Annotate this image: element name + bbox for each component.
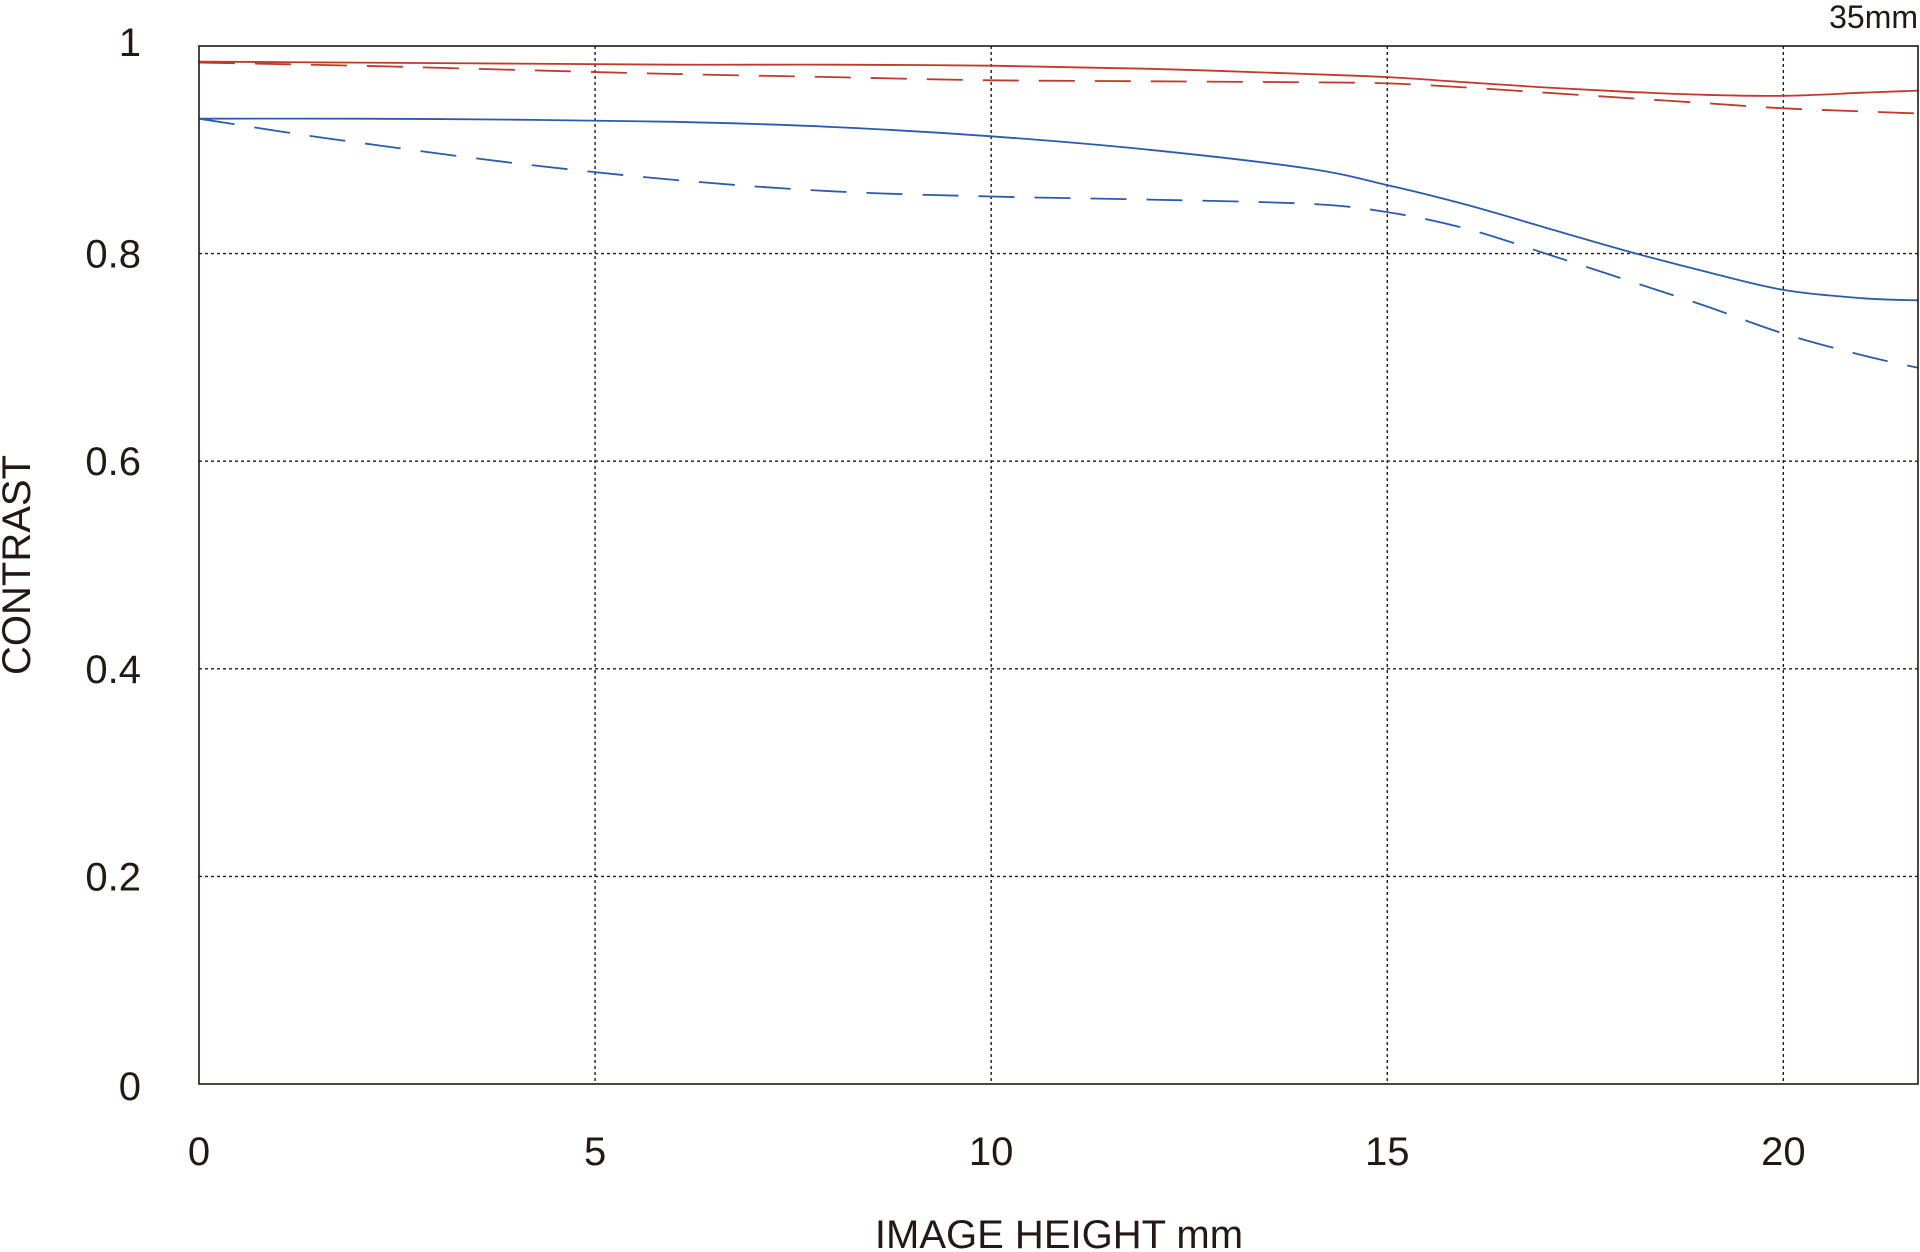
focal-length-label: 35mm [1829, 0, 1918, 35]
grid-lines [199, 46, 1918, 1084]
plot-frame [198, 45, 1919, 1085]
series-line-1 [198, 60, 1919, 97]
x-tick-label: 0 [188, 1130, 210, 1174]
y-tick-label: 0.8 [85, 233, 141, 277]
y-tick-label: 0.2 [85, 855, 141, 899]
series-line-3 [198, 117, 1919, 302]
data-series [198, 60, 1919, 369]
x-axis-ticks: 0 5 10 15 20 [188, 1130, 1806, 1174]
x-tick-label: 10 [969, 1130, 1014, 1174]
x-tick-label: 5 [584, 1130, 606, 1174]
x-axis-title: IMAGE HEIGHT mm [875, 1213, 1243, 1252]
y-tick-label: 0.4 [85, 648, 141, 692]
y-tick-label: 0 [119, 1065, 141, 1109]
y-axis-ticks: 0 0.2 0.4 0.6 0.8 1 [85, 21, 141, 1109]
x-tick-label: 15 [1365, 1130, 1410, 1174]
y-tick-label: 1 [119, 21, 141, 65]
y-axis-title: CONTRAST [0, 455, 39, 675]
x-tick-label: 20 [1761, 1130, 1806, 1174]
series-line-2 [198, 61, 1919, 115]
y-tick-label: 0.6 [85, 440, 141, 484]
series-line-4 [198, 117, 1919, 369]
